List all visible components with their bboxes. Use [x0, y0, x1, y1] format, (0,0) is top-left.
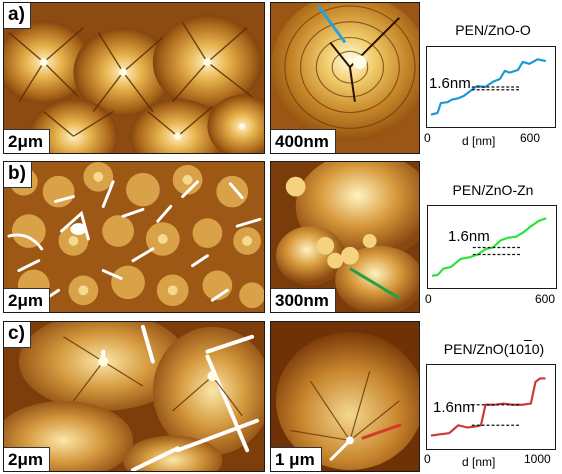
height-profile-line: [430, 377, 546, 437]
scalebar-large-a: 2μm: [4, 129, 50, 153]
height-profile-svg-c: [430, 377, 546, 437]
afm-texture-c-large: [4, 322, 264, 471]
panel-label-c: c): [4, 322, 31, 348]
afm-large-image-c: c) 2μm: [3, 321, 265, 472]
panel-label-b: b): [4, 162, 32, 188]
scalebar-zoom-a: 400nm: [271, 129, 336, 153]
afm-zoom-image-a: 400nm: [270, 2, 420, 154]
afm-texture-a-large: [4, 3, 264, 153]
xtick-start-c: 0: [424, 452, 431, 466]
chart-title-c-end: 0): [531, 341, 545, 357]
xtick-end-b: 600: [535, 292, 556, 306]
scalebar-zoom-b: 300nm: [271, 288, 336, 312]
chart-title-c-overline: 1: [523, 341, 532, 357]
step-height-annotation-a: 1.6nm: [429, 75, 471, 92]
height-profile-plot-a: 1.6nm: [426, 46, 556, 128]
afm-large-image-a: a) 2μm: [3, 2, 265, 154]
panel-label-a: a): [4, 3, 31, 29]
afm-texture-a-zoom: [271, 3, 419, 153]
height-profile-line: [430, 58, 547, 116]
chart-title-b: PEN/ZnO-Zn: [452, 182, 534, 198]
scalebar-zoom-c: 1 μm: [271, 447, 322, 471]
afm-texture-c-zoom: [271, 322, 419, 471]
afm-texture-b-zoom: [271, 162, 419, 312]
chart-title-c-start: PEN/ZnO(10: [443, 341, 524, 357]
xtick-start-a: 0: [424, 131, 431, 145]
afm-zoom-image-b: 300nm: [270, 161, 420, 313]
xtick-end-a: 600: [520, 131, 541, 145]
height-profile-svg-b: [431, 217, 547, 277]
step-height-annotation-b: 1.6nm: [448, 228, 490, 245]
height-profile-plot-b: 1.6nm: [427, 205, 557, 289]
chart-title-a: PEN/ZnO-O: [455, 22, 531, 38]
chart-title-c: PEN/ZnO(1010): [432, 341, 556, 357]
xtick-start-b: 0: [425, 292, 432, 306]
step-height-annotation-c: 1.6nm: [433, 399, 475, 416]
scalebar-large-c: 2μm: [4, 447, 50, 471]
height-profile-svg-a: [430, 58, 547, 116]
afm-zoom-image-c: 1 μm: [270, 321, 420, 472]
scalebar-large-b: 2μm: [4, 288, 50, 312]
xlabel-a: d [nm]: [462, 134, 496, 148]
height-profile-line: [431, 217, 547, 277]
afm-texture-b-large: [4, 162, 264, 312]
afm-large-image-b: b) 2μm: [3, 161, 265, 313]
xtick-end-c: 1000: [524, 452, 551, 466]
height-profile-plot-c: 1.6nm: [426, 364, 556, 450]
xlabel-c: d [nm]: [462, 455, 496, 469]
